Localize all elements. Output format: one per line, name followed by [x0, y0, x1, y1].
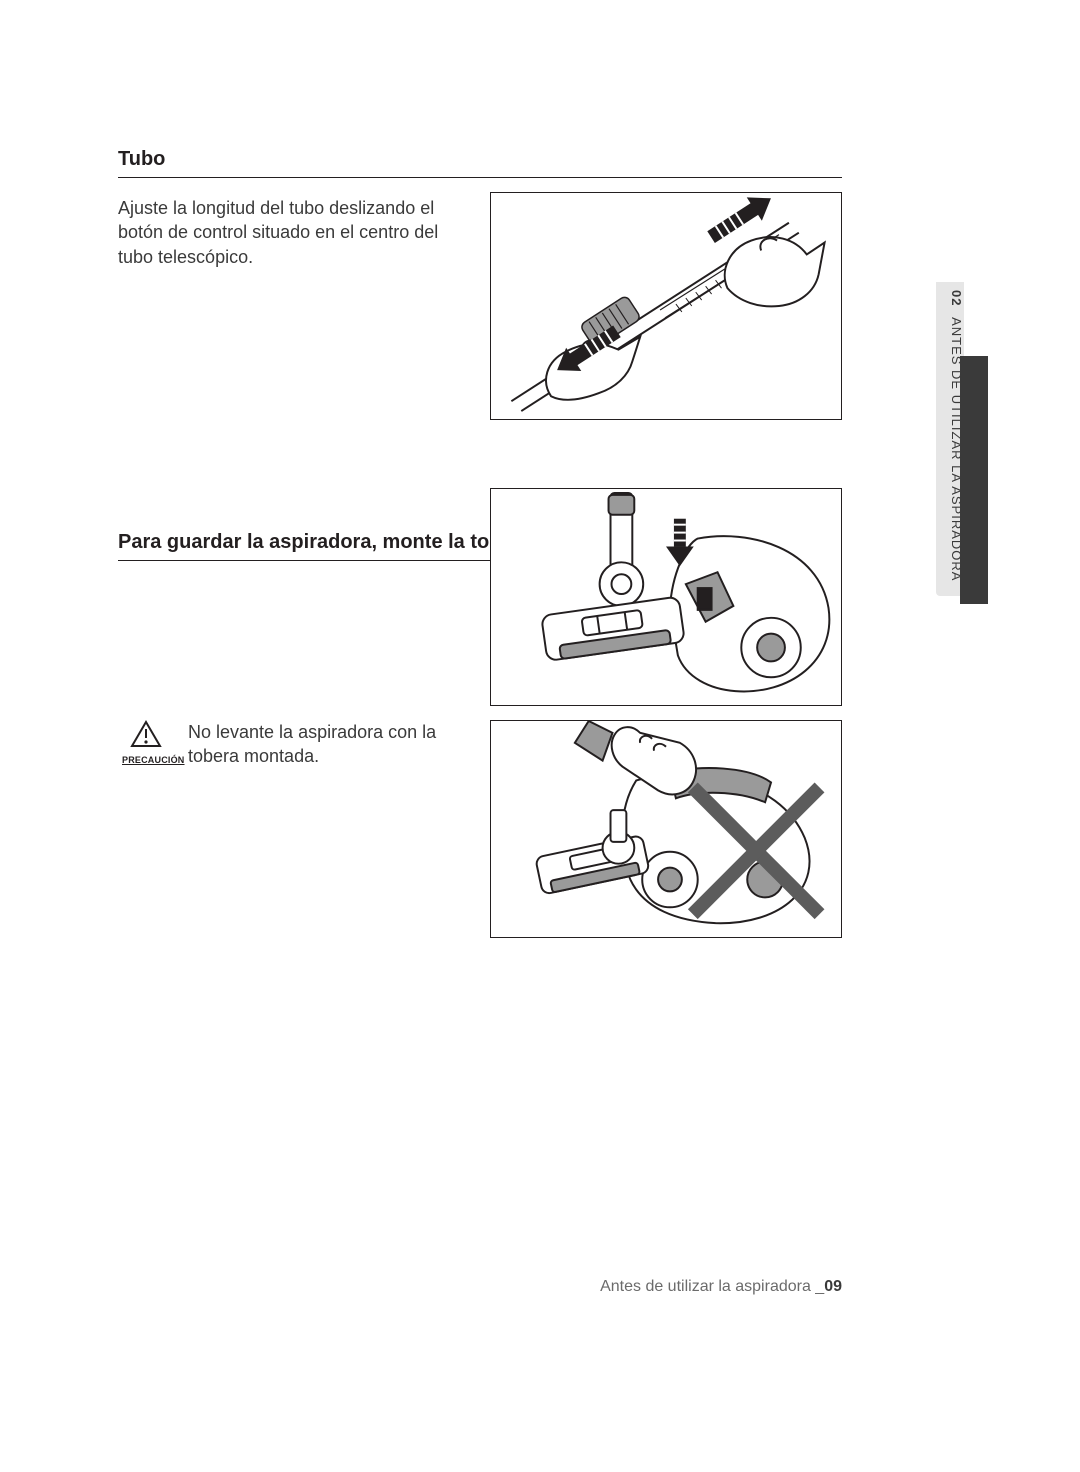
caution-icon: PRECAUCIÓN	[122, 720, 170, 765]
figure-attach-nozzle	[490, 488, 842, 706]
side-tab-title: ANTES DE UTILIZAR LA ASPIRADORA	[949, 317, 964, 581]
section-heading-tubo: Tubo	[118, 148, 842, 178]
side-tab-bg-dark	[960, 356, 988, 604]
side-tab-text: 02 ANTES DE UTILIZAR LA ASPIRADORA	[936, 282, 964, 596]
caution-label: PRECAUCIÓN	[122, 755, 170, 765]
tubo-description: Ajuste la longitud del tubo deslizando e…	[118, 196, 458, 269]
side-tab: 02 ANTES DE UTILIZAR LA ASPIRADORA	[936, 282, 964, 596]
side-tab-section-number: 02	[949, 290, 964, 306]
do-not-lift-illustration	[491, 721, 841, 937]
caution-text: No levante la aspiradora con la tobera m…	[188, 720, 482, 769]
attach-nozzle-illustration	[491, 489, 841, 705]
caution-block: PRECAUCIÓN No levante la aspiradora con …	[122, 720, 482, 769]
figure-tube-adjust	[490, 192, 842, 420]
manual-page: Tubo Ajuste la longitud del tubo desliza…	[0, 0, 1080, 1472]
figure-do-not-lift	[490, 720, 842, 938]
page-footer: Antes de utilizar la aspiradora _09	[118, 1278, 842, 1296]
tube-adjust-illustration	[491, 193, 841, 419]
footer-text: Antes de utilizar la aspiradora _	[600, 1278, 824, 1295]
footer-page-number: 09	[824, 1278, 842, 1295]
